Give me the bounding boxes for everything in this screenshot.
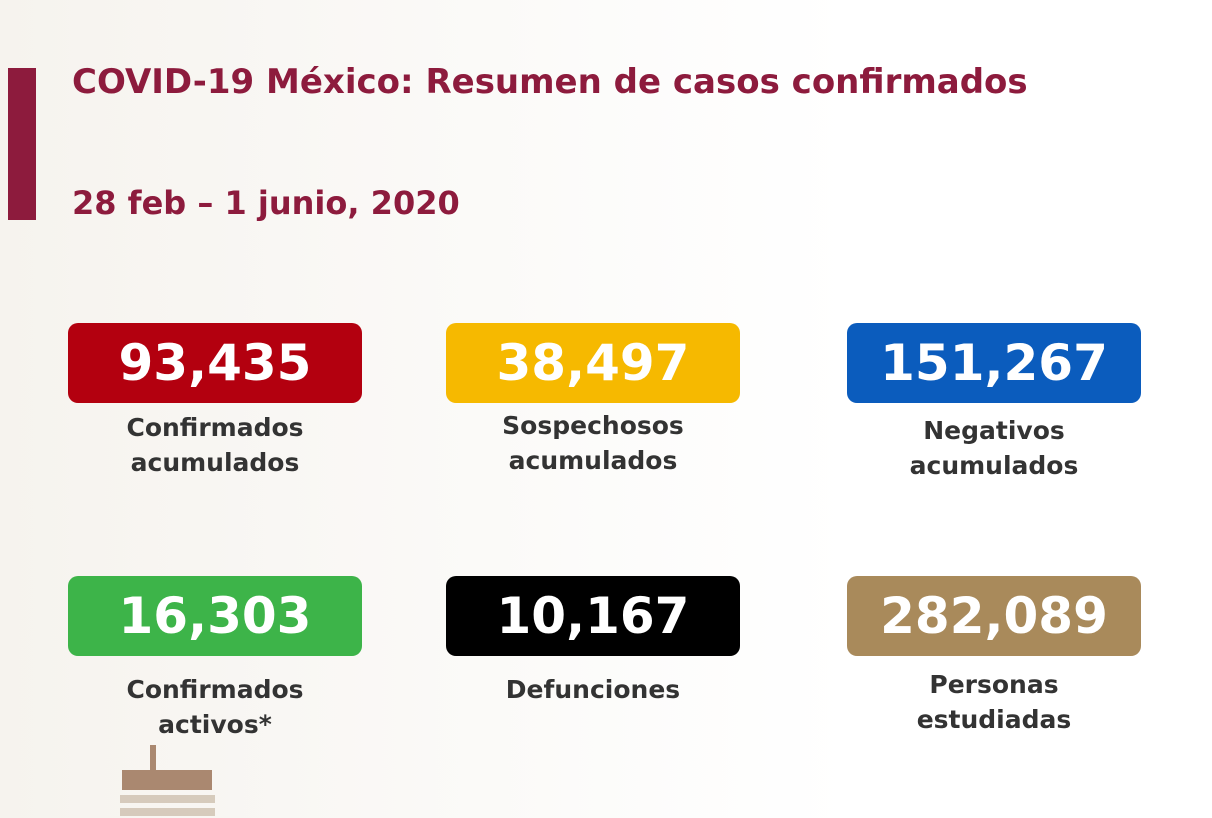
logo bbox=[120, 745, 215, 816]
stat-label: Negativos acumulados bbox=[824, 413, 1164, 483]
label-line: activos* bbox=[158, 710, 272, 739]
title: COVID-19 México: Resumen de casos confir… bbox=[72, 62, 1028, 102]
stat-label: Sospechosos acumulados bbox=[423, 408, 763, 478]
stat-label: Personas estudiadas bbox=[824, 667, 1164, 737]
label-line: Defunciones bbox=[505, 675, 681, 704]
label-line: Confirmados bbox=[126, 413, 304, 442]
stat-label: Defunciones bbox=[423, 672, 763, 707]
accent-bar bbox=[8, 68, 36, 220]
stat-card: 10,167 bbox=[446, 576, 740, 656]
stat-card: 151,267 bbox=[847, 323, 1141, 403]
label-line: Sospechosos bbox=[502, 411, 684, 440]
subtitle: 28 feb – 1 junio, 2020 bbox=[72, 184, 460, 222]
stat-card: 93,435 bbox=[68, 323, 362, 403]
label-line: acumulados bbox=[508, 446, 678, 475]
label-line: Personas bbox=[929, 670, 1059, 699]
stat-label: Confirmados acumulados bbox=[45, 410, 385, 480]
stat-card: 282,089 bbox=[847, 576, 1141, 656]
label-line: acumulados bbox=[909, 451, 1079, 480]
label-line: Negativos bbox=[923, 416, 1065, 445]
label-line: Confirmados bbox=[126, 675, 304, 704]
stat-label: Confirmados activos* bbox=[45, 672, 385, 742]
stat-card: 16,303 bbox=[68, 576, 362, 656]
stat-card: 38,497 bbox=[446, 323, 740, 403]
label-line: acumulados bbox=[130, 448, 300, 477]
label-line: estudiadas bbox=[916, 705, 1072, 734]
